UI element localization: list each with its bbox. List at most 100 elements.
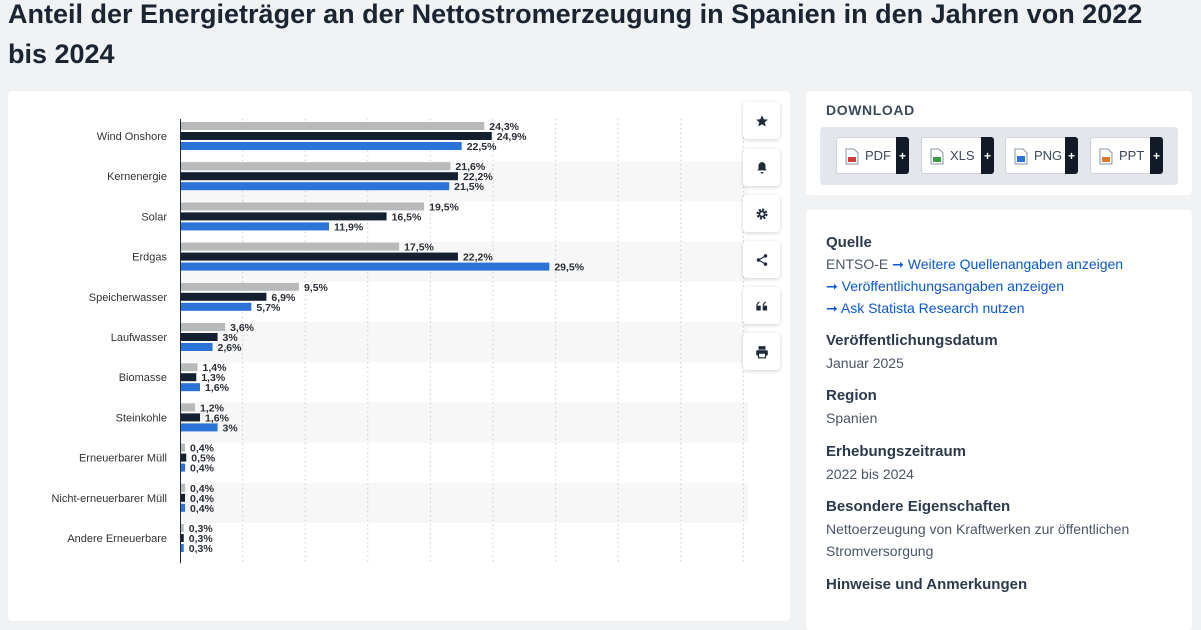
xls-label: XLS (950, 148, 975, 163)
more-sources-link[interactable]: Weitere Quellenangaben anzeigen (907, 256, 1124, 272)
features-heading: Besondere Eigenschaften (826, 498, 1011, 515)
ppt-label: PPT (1119, 148, 1145, 163)
bar-2022 (180, 242, 400, 251)
category-label: Laufwasser (111, 332, 168, 344)
download-pdf-button[interactable]: PDF + (836, 137, 909, 174)
data-label: 3% (223, 332, 239, 344)
category-label: Erneuerbarer Müll (79, 453, 167, 465)
bar-2024 (180, 222, 329, 231)
bar-2022 (180, 323, 226, 331)
pdf-label: PDF (865, 148, 891, 163)
share-button[interactable] (743, 241, 780, 278)
research-line: ➞ Ask Statista Research nutzen (826, 297, 1025, 319)
page-title: Anteil der Energieträger an der Nettostr… (8, 0, 1143, 69)
category-label: Nicht-erneuerbarer Müll (51, 493, 167, 505)
bar-2023 (180, 132, 492, 140)
data-label: 16,5% (392, 211, 422, 223)
ppt-file-icon (1099, 148, 1113, 165)
png-label: PNG (1034, 148, 1063, 163)
data-label: 19,5% (429, 201, 459, 213)
download-xls-button[interactable]: XLS + (921, 137, 994, 174)
period-heading: Erhebungszeitraum (826, 443, 967, 460)
bar-2023 (180, 493, 186, 502)
publication-details-link[interactable]: Veröffentlichungsangaben anzeigen (841, 278, 1064, 294)
data-label: 24,9% (497, 131, 527, 143)
data-label: 1,3% (201, 372, 226, 384)
bar-2024 (180, 463, 186, 472)
bar-2023 (180, 373, 197, 382)
plus-icon: + (1150, 137, 1163, 174)
data-label: 9,5% (304, 282, 329, 294)
download-ppt-button[interactable]: PPT + (1090, 137, 1163, 174)
data-label: 0,4% (190, 483, 215, 495)
gear-icon (755, 207, 768, 220)
data-label: 5,7% (256, 302, 281, 314)
bar-2022 (180, 122, 485, 130)
bar-2024 (180, 503, 186, 512)
bar-2022 (180, 403, 196, 412)
bar-2022 (180, 363, 198, 372)
features-value: Nettoerzeugung von Kraftwerken zur öffen… (826, 521, 1130, 559)
data-label: 0,5% (191, 453, 216, 465)
data-label: 0,4% (190, 493, 215, 505)
data-label: 3,6% (230, 322, 255, 334)
bar-2024 (180, 423, 218, 432)
favorite-button[interactable] (743, 102, 780, 139)
arrow-right-icon: ➞ (892, 256, 904, 272)
data-label: 0,4% (190, 503, 215, 515)
print-button[interactable] (743, 333, 780, 370)
plus-icon: + (981, 137, 994, 174)
data-label: 1,2% (200, 402, 225, 414)
data-label: 22,2% (463, 252, 493, 264)
bar-chart: Wind Onshore 24,3%24,9%22,5% Kernenergie 21… (51, 119, 748, 564)
region-heading: Region (826, 387, 877, 404)
category-label: Speicherwasser (89, 292, 168, 304)
chart-card: Wind Onshore 24,3% 24,9% 22,5% Kernenergie 21… (8, 91, 790, 621)
category-label: Biomasse (119, 372, 167, 384)
share-icon (756, 253, 767, 266)
category-label: Kernenergie (107, 171, 167, 183)
data-label: 2,6% (218, 342, 243, 354)
download-panel: DOWNLOAD PDF + XLS + PNG + PPT + (806, 91, 1192, 195)
data-label: 0,4% (190, 463, 215, 475)
row-band (180, 322, 748, 363)
download-options: PDF + XLS + PNG + PPT + (820, 127, 1178, 185)
download-heading: DOWNLOAD (826, 102, 915, 118)
xls-file-icon (930, 148, 944, 165)
bar-2024 (180, 262, 550, 271)
period-value: 2022 bis 2024 (826, 466, 914, 482)
bar-2022 (180, 162, 451, 171)
bar-2023 (180, 252, 458, 261)
data-label: 0,4% (190, 443, 215, 455)
bar-2024 (180, 544, 184, 552)
bar-2024 (180, 302, 252, 311)
row-band (180, 402, 748, 443)
download-png-button[interactable]: PNG + (1005, 137, 1078, 174)
data-label: 22,2% (463, 171, 493, 183)
bar-2024 (180, 343, 213, 351)
date-value: Januar 2025 (826, 355, 904, 371)
data-label: 21,6% (455, 161, 485, 173)
cite-button[interactable] (743, 287, 780, 324)
statista-research-link[interactable]: Ask Statista Research nutzen (840, 300, 1025, 316)
source-value: ENTSO-E (826, 256, 889, 272)
bar-2024 (180, 383, 201, 392)
category-label: Wind Onshore (97, 131, 167, 143)
region-value: Spanien (826, 410, 878, 426)
source-line: ENTSO-E ➞ Weitere Quellenangaben anzeige… (826, 253, 1123, 275)
data-label: 1,6% (205, 382, 230, 394)
row-band (180, 482, 748, 523)
plus-icon: + (1065, 137, 1078, 174)
bar-2024 (180, 142, 462, 150)
notification-button[interactable] (743, 149, 780, 186)
bar-2023 (180, 534, 184, 542)
bar-2023 (180, 212, 387, 221)
settings-button[interactable] (743, 195, 780, 232)
data-label: 24,3% (489, 121, 519, 133)
data-label: 1,4% (203, 362, 228, 374)
data-label: 21,5% (454, 181, 484, 193)
bar-2023 (180, 292, 267, 301)
bar-2023 (180, 333, 218, 341)
png-file-icon (1014, 148, 1028, 165)
bell-icon (756, 161, 767, 174)
